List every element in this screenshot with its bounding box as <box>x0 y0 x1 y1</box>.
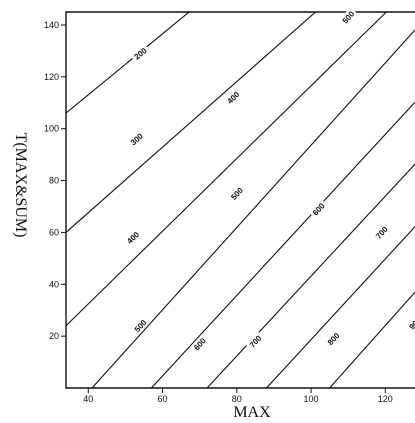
contour-line-300 <box>66 12 317 233</box>
x-axis: 40 60 80 100 120 <box>83 388 393 404</box>
x-tick-label: 40 <box>83 394 93 404</box>
contour-line-400 <box>66 12 388 327</box>
contour-label-bg <box>122 227 143 248</box>
y-tick-label: 80 <box>49 176 59 186</box>
y-tick-label: 100 <box>44 124 59 134</box>
y-tick-label: 140 <box>44 20 59 30</box>
contour-label-bg <box>189 333 210 354</box>
contour-label-bg <box>371 222 392 243</box>
contour-label-900: 900 <box>408 315 415 331</box>
contour-line-500 <box>91 29 415 388</box>
contour-line-800 <box>266 225 415 388</box>
contour-label-bg <box>223 87 244 108</box>
contour-label-bg <box>405 313 415 334</box>
y-axis-title: T(MAX&SUM) <box>12 133 29 238</box>
y-tick-label: 20 <box>49 331 59 341</box>
contour-lines <box>66 12 415 388</box>
contour-line-200 <box>66 12 190 114</box>
y-tick-label: 120 <box>44 72 59 82</box>
contour-label-bg <box>130 315 150 336</box>
contour-label-bg <box>338 7 358 28</box>
contour-line-600 <box>150 101 415 388</box>
x-tick-label: 60 <box>158 394 168 404</box>
y-tick-label: 40 <box>49 279 59 289</box>
contour-label-bg <box>245 331 266 352</box>
contour-label-bg <box>323 328 344 349</box>
plot-area <box>65 11 415 389</box>
contour-line-900 <box>329 291 415 388</box>
y-axis: 20 40 60 80 100 120 140 <box>44 20 66 341</box>
plot-frame <box>65 11 415 389</box>
contour-label-bg <box>308 199 329 220</box>
y-tick-label: 60 <box>49 227 59 237</box>
x-tick-label: 80 <box>232 394 242 404</box>
contour-label-bg <box>130 43 151 64</box>
contour-label-bg <box>126 129 147 149</box>
contour-line-700 <box>206 163 415 388</box>
x-tick-label: 100 <box>304 394 319 404</box>
contour-label-bg <box>227 183 247 204</box>
x-axis-title: MAX <box>233 404 271 421</box>
x-tick-label: 120 <box>378 394 393 404</box>
